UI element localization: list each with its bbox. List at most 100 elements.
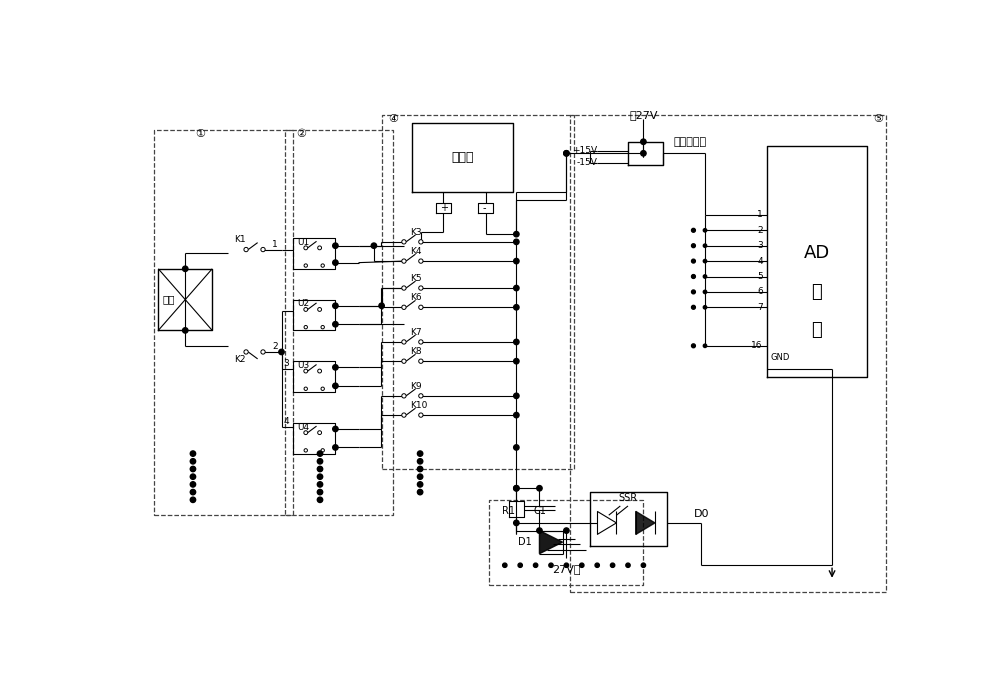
Text: K6: K6 xyxy=(410,293,422,302)
Circle shape xyxy=(333,243,338,248)
Text: 4: 4 xyxy=(757,257,763,265)
Circle shape xyxy=(703,290,707,293)
Circle shape xyxy=(333,321,338,327)
Circle shape xyxy=(304,449,307,452)
Circle shape xyxy=(183,266,188,272)
Circle shape xyxy=(317,482,323,487)
Circle shape xyxy=(402,359,406,363)
Text: ②: ② xyxy=(296,129,306,139)
Text: K5: K5 xyxy=(410,274,422,283)
Circle shape xyxy=(379,303,384,309)
Text: K10: K10 xyxy=(410,401,427,410)
Circle shape xyxy=(371,243,377,248)
Circle shape xyxy=(304,326,307,329)
Circle shape xyxy=(419,305,423,309)
Circle shape xyxy=(514,486,519,491)
Circle shape xyxy=(402,413,406,417)
Text: 27V地: 27V地 xyxy=(552,564,581,574)
Circle shape xyxy=(692,259,695,263)
Circle shape xyxy=(419,340,423,344)
Circle shape xyxy=(402,340,406,344)
Circle shape xyxy=(514,239,519,244)
Circle shape xyxy=(402,239,406,244)
Text: 3: 3 xyxy=(283,359,289,368)
Circle shape xyxy=(417,466,423,472)
Text: 2: 2 xyxy=(272,342,278,351)
Circle shape xyxy=(514,520,519,526)
Circle shape xyxy=(514,304,519,310)
Text: +15V: +15V xyxy=(572,146,597,155)
Circle shape xyxy=(537,528,542,533)
Circle shape xyxy=(317,458,323,464)
Circle shape xyxy=(321,387,324,391)
Text: U3: U3 xyxy=(297,361,309,370)
Text: 换: 换 xyxy=(811,321,822,340)
Text: GND: GND xyxy=(770,353,790,362)
Circle shape xyxy=(564,150,569,156)
Circle shape xyxy=(304,369,308,373)
Circle shape xyxy=(564,150,569,156)
Text: ④: ④ xyxy=(388,113,398,124)
Circle shape xyxy=(317,497,323,503)
Circle shape xyxy=(304,246,308,250)
Circle shape xyxy=(402,305,406,309)
Text: K4: K4 xyxy=(410,247,422,256)
Circle shape xyxy=(564,528,569,533)
Text: -: - xyxy=(482,204,486,214)
Text: K8: K8 xyxy=(410,347,422,356)
Circle shape xyxy=(580,563,584,568)
Circle shape xyxy=(244,247,248,252)
Circle shape xyxy=(514,393,519,398)
Circle shape xyxy=(190,489,196,495)
Circle shape xyxy=(402,393,406,398)
Circle shape xyxy=(518,563,522,568)
Circle shape xyxy=(514,232,519,237)
Circle shape xyxy=(317,474,323,480)
Circle shape xyxy=(692,228,695,232)
Circle shape xyxy=(261,350,265,354)
Text: SSR: SSR xyxy=(618,494,638,503)
Circle shape xyxy=(514,486,519,491)
Text: 6: 6 xyxy=(757,288,763,296)
Circle shape xyxy=(419,393,423,398)
Circle shape xyxy=(183,328,188,333)
Circle shape xyxy=(514,358,519,364)
Text: K1: K1 xyxy=(234,235,245,244)
Circle shape xyxy=(419,239,423,244)
Circle shape xyxy=(321,449,324,452)
Circle shape xyxy=(333,444,338,450)
Circle shape xyxy=(318,307,322,312)
Text: K2: K2 xyxy=(234,355,245,364)
Text: 2: 2 xyxy=(757,226,763,234)
Circle shape xyxy=(417,474,423,480)
Text: ⑤: ⑤ xyxy=(873,113,883,124)
Circle shape xyxy=(419,359,423,363)
Text: K9: K9 xyxy=(410,382,422,391)
Circle shape xyxy=(537,486,542,491)
Circle shape xyxy=(333,383,338,389)
Circle shape xyxy=(417,451,423,456)
Text: 阀门: 阀门 xyxy=(162,295,175,304)
Circle shape xyxy=(244,350,248,354)
Circle shape xyxy=(402,259,406,263)
Circle shape xyxy=(318,369,322,373)
Text: K3: K3 xyxy=(410,228,422,237)
Circle shape xyxy=(703,306,707,309)
Circle shape xyxy=(279,349,284,355)
Circle shape xyxy=(190,482,196,487)
Text: 4: 4 xyxy=(284,416,289,426)
Circle shape xyxy=(304,307,308,312)
Circle shape xyxy=(514,444,519,450)
Text: 万用表: 万用表 xyxy=(451,150,474,164)
Circle shape xyxy=(703,229,707,232)
Text: -15V: -15V xyxy=(576,158,597,167)
Circle shape xyxy=(333,303,338,309)
Circle shape xyxy=(333,426,338,432)
Circle shape xyxy=(419,286,423,290)
Circle shape xyxy=(333,365,338,370)
Circle shape xyxy=(703,275,707,278)
Text: 1: 1 xyxy=(272,239,278,248)
Circle shape xyxy=(317,489,323,495)
Circle shape xyxy=(304,264,307,267)
Circle shape xyxy=(703,344,707,347)
